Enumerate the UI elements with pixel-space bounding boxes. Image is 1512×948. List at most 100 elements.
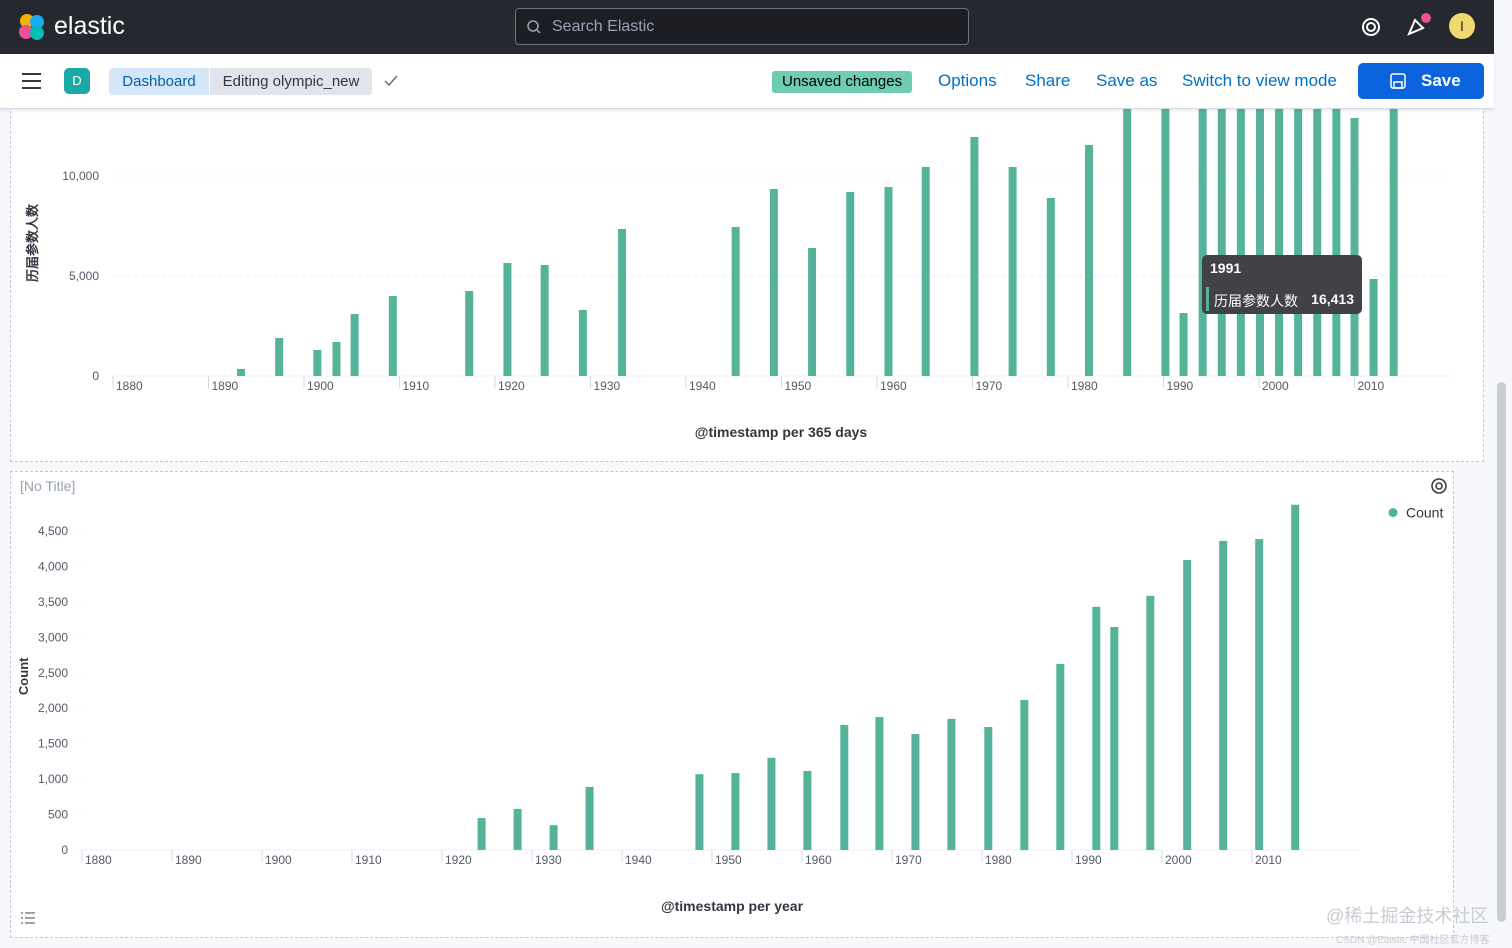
panel-title: [No Title] [20,478,76,494]
x-tick-label: 1960 [805,853,832,867]
bar [332,342,341,376]
bar [769,189,778,376]
x-tick-label: 1900 [265,853,292,867]
bar [803,770,812,850]
bar [1198,86,1207,376]
status-badge: Unsaved changes [772,71,913,93]
bar [1146,595,1155,850]
bar [921,167,930,376]
bar [1020,700,1029,850]
bar [767,757,776,850]
breadcrumb: Editing olympic_new [210,68,372,95]
bar [465,291,474,376]
y-tick-label: 0 [92,369,99,383]
bar [236,369,245,376]
avatar[interactable]: I [1449,13,1475,39]
action-link[interactable]: Switch to view mode [1182,71,1337,90]
y-axis-label: 历届参数人数 [25,203,40,282]
x-tick-label: 2000 [1262,379,1289,393]
y-tick-label: 4,500 [38,524,68,538]
settings-icon[interactable] [1429,476,1449,496]
bar [1219,540,1228,850]
bar [477,818,486,850]
legend-toggle[interactable] [20,910,38,926]
action-link[interactable]: Save as [1096,71,1158,90]
y-tick-label: 2,500 [38,666,68,680]
check-icon[interactable] [383,73,399,89]
x-tick-label: 1980 [1071,379,1098,393]
bar [540,265,549,376]
search-icon [527,20,541,34]
action-link[interactable]: Share [1025,71,1071,90]
save-button[interactable]: Save [1358,63,1484,99]
bar [875,717,884,850]
bar [1161,47,1170,377]
bar [1313,68,1322,376]
bar [846,192,855,376]
watermark: CSDN @Elastic 中国社区官方博客 [1336,935,1490,946]
y-tick-label: 3,500 [38,595,68,609]
tooltip-value: 16,413 [1311,291,1354,307]
x-tick-label: 1980 [985,853,1012,867]
x-tick-label: 1950 [785,379,812,393]
y-tick-label: 5,000 [69,269,99,283]
news-icon[interactable] [1405,12,1433,38]
x-tick-label: 1920 [445,853,472,867]
bar [1110,627,1119,850]
bar [984,726,993,850]
bar [808,248,817,376]
x-tick-label: 1910 [355,853,382,867]
space-badge[interactable]: D [64,68,90,94]
y-tick-label: 500 [48,808,68,822]
bar [970,137,979,376]
legend-label: Count [1406,505,1443,521]
action-link[interactable]: Options [938,71,997,90]
scrollbar[interactable] [1497,382,1506,922]
x-tick-label: 1890 [212,379,239,393]
bar [1255,539,1264,850]
x-tick-label: 1990 [1075,853,1102,867]
bar [275,338,284,376]
x-axis-label: @timestamp per 365 days [695,424,868,440]
brand[interactable]: elastic [54,12,125,40]
bar [1332,46,1341,376]
x-tick-label: 2010 [1358,379,1385,393]
y-tick-label: 1,000 [38,772,68,786]
tooltip: 1991 历届参数人数 16,413 [1202,255,1362,314]
legend-swatch [1388,508,1398,518]
breadcrumb[interactable]: Dashboard [109,68,209,95]
nav-bar [0,54,1494,109]
bar [695,774,704,850]
menu-icon[interactable] [22,72,42,90]
bar [585,786,594,850]
bar [1291,504,1300,850]
y-tick-label: 3,000 [38,630,68,644]
x-tick-label: 1890 [175,853,202,867]
logo [19,14,44,40]
x-tick-label: 1910 [403,379,430,393]
watermark: @稀土掘金技术社区 [1326,906,1489,926]
bar [1123,76,1132,376]
tooltip-label: 历届参数人数 [1214,293,1298,309]
search-box[interactable]: Search Elastic [515,8,969,45]
x-tick-label: 1930 [594,379,621,393]
tooltip-title: 1991 [1210,260,1242,276]
bar [1275,84,1284,376]
y-tick-label: 4,000 [38,559,68,573]
search-placeholder: Search Elastic [552,18,655,35]
bar [1389,40,1398,376]
x-tick-label: 1930 [535,853,562,867]
bar [313,350,322,376]
bar [1179,313,1188,376]
bar [1217,72,1226,376]
x-tick-label: 1970 [976,379,1003,393]
help-icon[interactable] [1360,16,1382,38]
x-axis-label: @timestamp per year [661,898,804,914]
y-tick-label: 1,500 [38,737,68,751]
x-tick-label: 2000 [1165,853,1192,867]
tooltip-swatch [1206,287,1209,311]
bar [1294,52,1303,376]
top-bar: elastic Search Elastic I [0,0,1494,54]
